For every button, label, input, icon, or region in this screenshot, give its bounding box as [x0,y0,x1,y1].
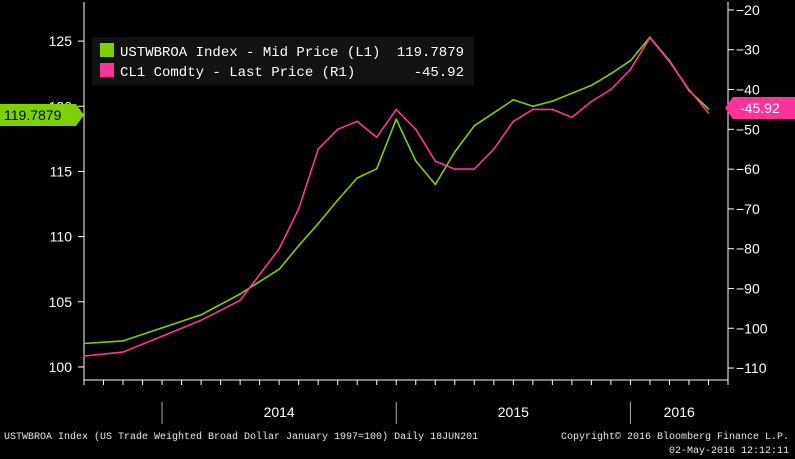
left-tick-label: 115 [50,163,73,179]
left-tick-label: 110 [50,229,73,245]
legend-label-cl1: CL1 Comdty - Last Price (R1) [120,65,355,81]
series-point [83,342,85,345]
footer-copyright: Copyright© 2016 Bloomberg Finance L.P. [560,432,789,443]
right-tick-label: −50 [736,121,760,137]
series-point [590,100,593,103]
series-point [297,208,300,210]
series-point [453,168,456,171]
series-point [122,351,124,353]
series-point [492,148,495,151]
legend-swatch-ustwbroa [100,43,114,57]
series-point [512,120,515,123]
series-point [278,268,281,271]
series-point [336,128,339,131]
right-tick-label: −20 [736,2,760,18]
series-point [122,340,124,342]
series-point [512,98,515,101]
right-badge-shape [725,97,795,119]
series-point [610,72,612,75]
left-tick-label: 105 [49,294,73,310]
left-last-value-badge: 119.7879 [0,104,84,126]
series-point [434,183,437,186]
plot-grid [83,2,729,381]
series-point [629,59,632,62]
series-point [161,335,164,338]
series-point [453,151,456,153]
year-label-2014: 2014 [264,404,295,420]
series-lines [83,36,710,357]
legend-value-ustwbroa: 119.7879 [397,45,464,61]
series-point [473,124,476,127]
left-axis: 100105110115120125 [49,33,84,375]
series-point [707,108,710,110]
right-tick-label: −80 [736,241,760,257]
series-point [356,177,359,179]
right-tick-label: −70 [736,201,760,217]
series-point [278,247,281,250]
series-point [434,160,437,163]
series-point [200,319,203,322]
right-axis: −20 −30 −40 −50 −60 −70 −80 −90 −100 −110 [728,2,768,376]
series-point [531,105,534,108]
series-point [414,160,417,162]
series-point [395,108,398,111]
left-tick-label: 125 [49,33,73,49]
series-point [551,100,554,102]
year-label-2016: 2016 [664,404,695,420]
series-point [610,88,612,91]
footer-timestamp: 02-May-2016 12:12:11 [668,446,789,457]
right-last-value-badge: -45.92 [725,97,795,119]
legend-label-ustwbroa: USTWBROA Index - Mid Price (L1) [120,45,380,61]
legend-swatch-cl1 [100,63,114,77]
series-point [395,118,398,121]
series-point [83,355,85,357]
series-point [375,167,378,170]
series-point [492,111,495,114]
left-badge-value: 119.7879 [4,107,62,123]
left-tick-label: 100 [49,359,73,375]
year-label-2015: 2015 [498,404,529,420]
series-point [473,168,476,171]
series-point [688,88,690,91]
series-point [551,108,554,111]
series-point [317,148,320,151]
series-point [590,84,593,87]
legend-background [92,37,474,85]
right-tick-label: −110 [736,360,767,376]
series-point [414,128,417,131]
series-point [239,299,242,302]
right-badge-value: -45.92 [740,100,780,116]
series-point [571,92,573,95]
right-tick-label: −40 [736,82,760,98]
legend-value-cl1: -45.92 [414,65,464,81]
series-point [336,199,339,202]
series-line-ustwbroa [83,36,710,345]
right-tick-label: −90 [736,280,760,296]
series-point [297,244,300,247]
series-point [531,108,534,111]
series-point [668,60,671,63]
footer-description: USTWBROA Index (US Trade Weighted Broad … [4,432,479,443]
left-badge-shape [0,104,84,126]
series-point [317,222,320,225]
series-point [571,116,573,119]
series-point [629,68,632,71]
series-point [649,36,651,39]
series-point [356,120,359,123]
legend: USTWBROA Index - Mid Price (L1) 119.7879… [92,37,474,85]
x-axis: 2014 2015 2016 [83,380,729,424]
series-point [161,327,164,329]
series-point [707,112,710,114]
series-point [375,136,378,139]
series-line-cl1 [83,36,710,357]
right-tick-label: −30 [736,42,760,58]
right-tick-label: −60 [736,161,760,177]
right-tick-label: −100 [736,320,768,336]
series-point [239,293,242,295]
series-point [200,313,203,316]
